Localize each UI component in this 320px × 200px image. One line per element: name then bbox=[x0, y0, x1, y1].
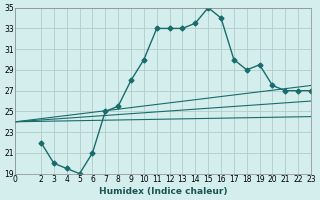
X-axis label: Humidex (Indice chaleur): Humidex (Indice chaleur) bbox=[99, 187, 228, 196]
